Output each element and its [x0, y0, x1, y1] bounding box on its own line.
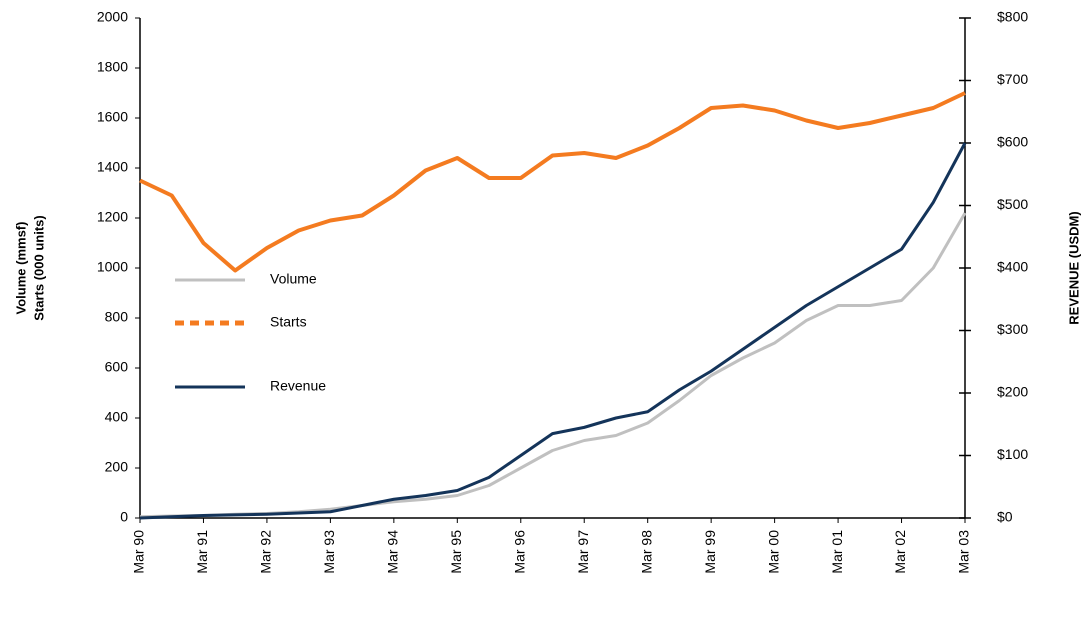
x-tick-label: Mar 90 [131, 530, 147, 574]
y-tick-label: 0 [120, 509, 128, 525]
y2-tick-label: $300 [997, 321, 1028, 337]
x-tick-label: Mar 01 [829, 530, 845, 574]
y2-tick-label: $600 [997, 134, 1028, 150]
y-tick-label: 1800 [97, 59, 128, 75]
y-tick-label: 2000 [97, 9, 128, 25]
x-tick-label: Mar 03 [956, 530, 972, 574]
series-line [139, 91, 966, 273]
x-tick-label: Mar 92 [258, 530, 274, 574]
y-tick-label: 800 [105, 309, 129, 325]
x-tick-label: Mar 94 [385, 530, 401, 574]
y-tick-label: 1600 [97, 109, 128, 125]
x-tick-label: Mar 98 [638, 530, 654, 574]
x-tick-label: Mar 96 [511, 530, 527, 574]
x-tick-label: Mar 93 [321, 530, 337, 574]
y-tick-label: 200 [105, 459, 129, 475]
y2-tick-label: $700 [997, 71, 1028, 87]
y-axis-title: Volume (mmsf) [13, 222, 28, 315]
y-axis-title: Starts (000 units) [31, 215, 46, 320]
y2-tick-label: $400 [997, 259, 1028, 275]
series-line [139, 142, 967, 520]
legend-label: Starts [270, 314, 307, 330]
y-tick-label: 400 [105, 409, 129, 425]
x-tick-label: Mar 95 [448, 530, 464, 574]
x-tick-label: Mar 97 [575, 530, 591, 574]
y-tick-label: 600 [105, 359, 129, 375]
series-line [139, 212, 967, 519]
y-tick-label: 1200 [97, 209, 128, 225]
y2-tick-label: $0 [997, 509, 1013, 525]
legend-label: Revenue [270, 378, 326, 394]
y-tick-label: 1000 [97, 259, 128, 275]
legend-label: Volume [270, 271, 317, 287]
y2-axis-title: REVENUE (USDM) [1066, 211, 1081, 324]
y-tick-label: 1400 [97, 159, 128, 175]
x-tick-label: Mar 00 [765, 530, 781, 574]
y2-tick-label: $100 [997, 446, 1028, 462]
x-tick-label: Mar 91 [194, 530, 210, 574]
y2-tick-label: $800 [997, 9, 1028, 25]
x-tick-label: Mar 02 [892, 530, 908, 574]
y2-tick-label: $500 [997, 196, 1028, 212]
x-tick-label: Mar 99 [702, 530, 718, 574]
y2-tick-label: $200 [997, 384, 1028, 400]
